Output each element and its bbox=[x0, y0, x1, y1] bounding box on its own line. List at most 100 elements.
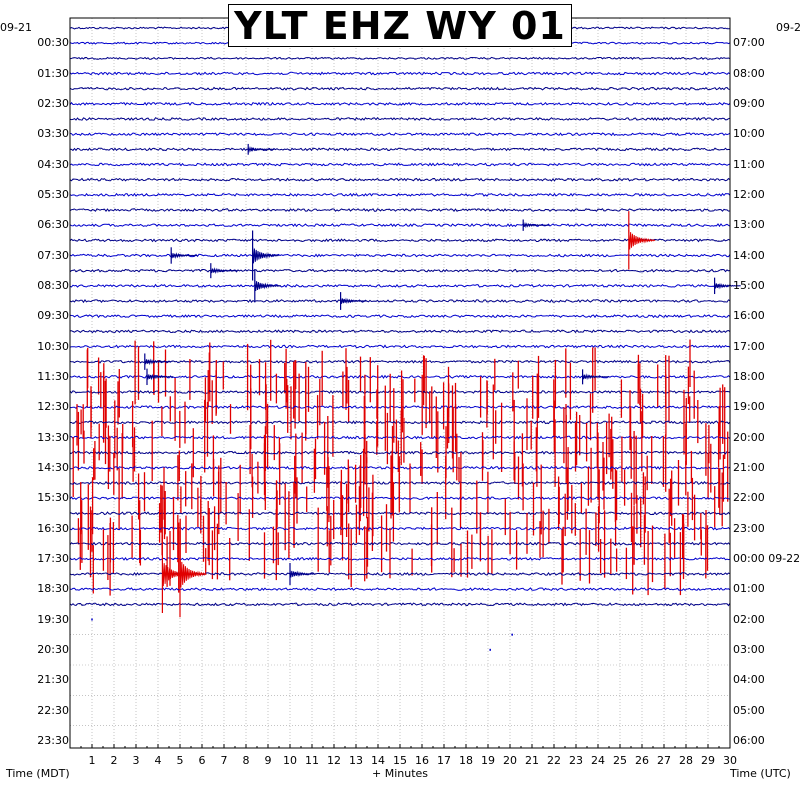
left-time-label: 02:30 bbox=[37, 96, 69, 110]
right-time-label: 01:00 bbox=[733, 582, 765, 596]
trace-row bbox=[69, 56, 731, 60]
trace-row bbox=[69, 238, 731, 243]
trace-row bbox=[70, 465, 731, 470]
trace-row bbox=[69, 283, 731, 288]
left-time-label: 12:30 bbox=[37, 400, 69, 414]
left-time-label: 15:30 bbox=[37, 491, 69, 505]
left-time-label: 07:30 bbox=[37, 248, 69, 262]
event-coda bbox=[582, 373, 609, 381]
left-time-label: 21:30 bbox=[37, 673, 69, 687]
event-coda bbox=[714, 282, 741, 290]
trace-row bbox=[69, 208, 731, 213]
x-tick-label: 11 bbox=[305, 754, 319, 767]
left-time-label: 14:30 bbox=[37, 460, 69, 474]
event-coda bbox=[254, 279, 282, 292]
trace-row bbox=[69, 298, 731, 304]
event-coda bbox=[628, 230, 656, 250]
event-coda bbox=[289, 570, 317, 578]
left-time-label: 01:30 bbox=[37, 66, 69, 80]
trace-row bbox=[69, 101, 731, 106]
trace-row bbox=[69, 511, 731, 516]
left-time-label: 04:30 bbox=[37, 157, 69, 171]
right-time-label: 05:00 bbox=[733, 703, 765, 717]
left-time-label: 23:30 bbox=[37, 733, 69, 747]
x-tick-label: 9 bbox=[264, 754, 272, 767]
event-coda bbox=[252, 246, 280, 264]
right-time-label: 14:00 bbox=[733, 248, 765, 262]
event-coda bbox=[179, 558, 207, 588]
left-time-label: 13:30 bbox=[37, 430, 69, 444]
left-time-label: 17:30 bbox=[37, 551, 69, 565]
x-tick-label: 29 bbox=[701, 754, 715, 767]
x-tick-label: 15 bbox=[393, 754, 407, 767]
right-axis-title: Time (UTC) bbox=[730, 767, 791, 780]
left-time-label: 10:30 bbox=[37, 339, 69, 353]
right-time-label: 00:00 09-22 bbox=[733, 551, 800, 565]
axis-ticks bbox=[69, 744, 731, 748]
left-time-label: 20:30 bbox=[37, 642, 69, 656]
x-tick-label: 18 bbox=[459, 754, 473, 767]
right-time-label: 10:00 bbox=[733, 127, 765, 141]
left-date-label: 09-21 bbox=[0, 21, 32, 34]
left-time-label: 11:30 bbox=[37, 369, 69, 383]
event-coda bbox=[146, 373, 174, 381]
trace-row bbox=[69, 162, 731, 167]
trace-row bbox=[69, 147, 731, 152]
right-time-label: 22:00 bbox=[733, 491, 765, 505]
right-time-label: 19:00 bbox=[733, 400, 765, 414]
x-tick-label: 21 bbox=[525, 754, 539, 767]
trace-row bbox=[69, 116, 731, 122]
event-spikes bbox=[144, 143, 741, 618]
right-time-label: 20:00 bbox=[733, 430, 765, 444]
trace-row bbox=[69, 268, 731, 273]
x-tick-label: 2 bbox=[110, 754, 118, 767]
x-tick-label: 16 bbox=[415, 754, 429, 767]
left-time-label: 18:30 bbox=[37, 582, 69, 596]
right-time-label: 07:00 bbox=[733, 36, 765, 50]
trace-row bbox=[69, 86, 731, 91]
right-time-label: 17:00 bbox=[733, 339, 765, 353]
left-time-label: 09:30 bbox=[37, 309, 69, 323]
left-time-label: 16:30 bbox=[37, 521, 69, 535]
x-tick-label: 7 bbox=[220, 754, 228, 767]
event-coda bbox=[247, 146, 275, 153]
left-axis-title: Time (MDT) bbox=[6, 767, 70, 780]
event-coda bbox=[210, 267, 238, 274]
event-coda bbox=[340, 297, 367, 305]
trace-row bbox=[69, 71, 731, 76]
left-time-label: 03:30 bbox=[37, 127, 69, 141]
right-time-label: 04:00 bbox=[733, 673, 765, 687]
trace-row bbox=[69, 177, 731, 182]
x-tick-label: 12 bbox=[327, 754, 341, 767]
right-time-label: 23:00 bbox=[733, 521, 765, 535]
right-time-label: 03:00 bbox=[733, 642, 765, 656]
event-coda bbox=[170, 252, 198, 259]
left-time-label: 00:30 bbox=[37, 36, 69, 50]
x-tick-label: 28 bbox=[679, 754, 693, 767]
trace-row bbox=[69, 389, 731, 394]
left-time-label: 22:30 bbox=[37, 703, 69, 717]
right-time-label: 18:00 bbox=[733, 369, 765, 383]
trace-row bbox=[69, 481, 731, 486]
x-tick-label: 14 bbox=[371, 754, 385, 767]
right-time-label: 16:00 bbox=[733, 309, 765, 323]
trace-row bbox=[69, 374, 731, 379]
x-tick-label: 26 bbox=[635, 754, 649, 767]
x-tick-label: 10 bbox=[283, 754, 297, 767]
chart-title: YLT EHZ WY 01 bbox=[228, 4, 572, 48]
x-tick-label: 27 bbox=[657, 754, 671, 767]
x-tick-label: 30 bbox=[723, 754, 737, 767]
left-time-label: 08:30 bbox=[37, 278, 69, 292]
trace-row bbox=[69, 344, 731, 349]
x-tick-label: 23 bbox=[569, 754, 583, 767]
right-time-label: 11:00 bbox=[733, 157, 765, 171]
event-coda bbox=[522, 221, 550, 229]
right-time-label: 12:00 bbox=[733, 187, 765, 201]
x-tick-label: 3 bbox=[132, 754, 140, 767]
x-tick-label: 5 bbox=[176, 754, 184, 767]
right-time-label: 02:00 bbox=[733, 612, 765, 626]
trace-row bbox=[69, 314, 731, 319]
right-time-label: 13:00 bbox=[733, 218, 765, 232]
right-time-label: 15:00 bbox=[733, 278, 765, 292]
